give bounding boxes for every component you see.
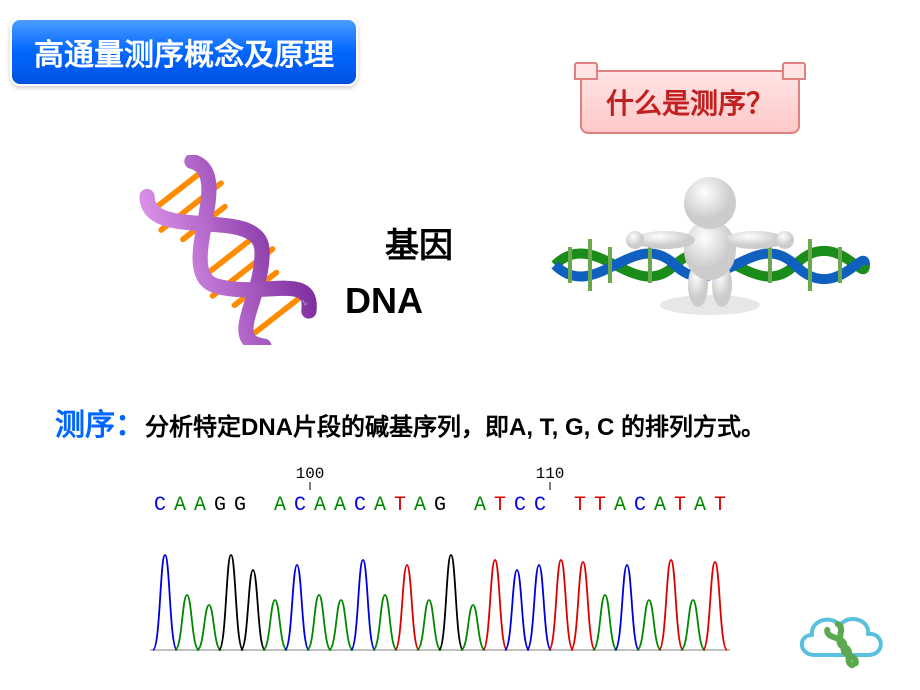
svg-text:T: T (714, 494, 726, 517)
svg-text:A: A (374, 494, 386, 517)
svg-text:A: A (414, 494, 426, 517)
svg-text:T: T (494, 494, 506, 517)
svg-text:T: T (674, 494, 686, 517)
svg-text:A: A (274, 494, 286, 517)
svg-text:A: A (654, 494, 666, 517)
svg-text:C: C (154, 494, 166, 517)
definition-body: 分析特定DNA片段的碱基序列，即A, T, G, C 的排列方式。 (145, 414, 765, 441)
svg-text:T: T (574, 494, 586, 517)
svg-text:C: C (354, 494, 366, 517)
svg-text:G: G (434, 494, 446, 517)
title-banner: 高通量测序概念及原理 (10, 18, 358, 86)
label-dna: DNA (345, 280, 423, 322)
svg-text:110: 110 (536, 465, 565, 483)
tiny-dna-icon: ∿ (300, 298, 308, 309)
dna-helix-icon (130, 155, 320, 345)
label-gene: 基因 (385, 218, 453, 267)
svg-text:T: T (394, 494, 406, 517)
svg-text:A: A (334, 494, 346, 517)
svg-text:A: A (174, 494, 186, 517)
definition-text: 测序：分析特定DNA片段的碱基序列，即A, T, G, C 的排列方式。 (55, 400, 765, 444)
svg-text:C: C (634, 494, 646, 517)
svg-text:A: A (694, 494, 706, 517)
svg-text:A: A (314, 494, 326, 517)
svg-text:A: A (474, 494, 486, 517)
chromatogram: 100110 CAAGG ACAACATAG ATCC TTACATAT (150, 460, 730, 660)
svg-text:G: G (234, 494, 246, 517)
svg-text:A: A (614, 494, 626, 517)
cloud-logo-icon (790, 600, 890, 670)
svg-text:C: C (514, 494, 526, 517)
callout-question: 什么是测序？ (580, 70, 800, 134)
svg-text:100: 100 (296, 465, 325, 483)
person-on-dna-icon (550, 155, 870, 325)
svg-text:A: A (194, 494, 206, 517)
svg-text:C: C (294, 494, 306, 517)
svg-text:C: C (534, 494, 546, 517)
svg-text:T: T (594, 494, 606, 517)
definition-term: 测序： (55, 409, 145, 442)
svg-text:G: G (214, 494, 226, 517)
